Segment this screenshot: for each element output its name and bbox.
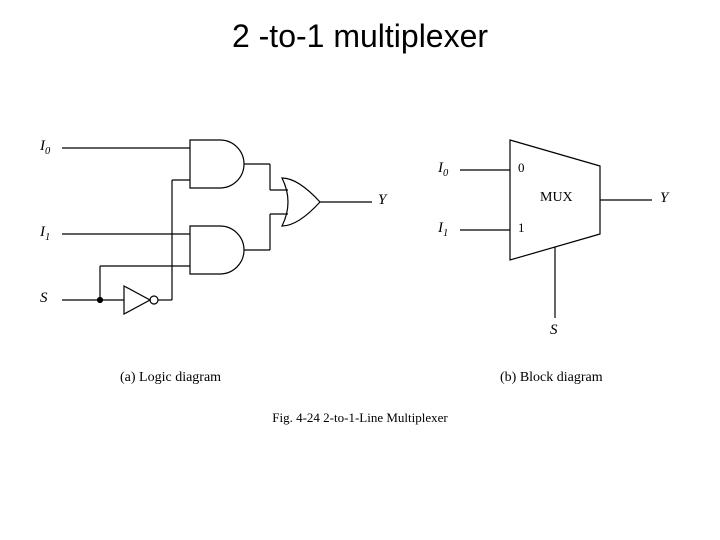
diagram-svg (0, 0, 720, 540)
mux-block-icon (510, 140, 600, 260)
and-gate-1-icon (190, 140, 244, 188)
not-gate-icon (124, 286, 150, 314)
and-gate-2-icon (190, 226, 244, 274)
or-gate-icon (282, 178, 320, 226)
